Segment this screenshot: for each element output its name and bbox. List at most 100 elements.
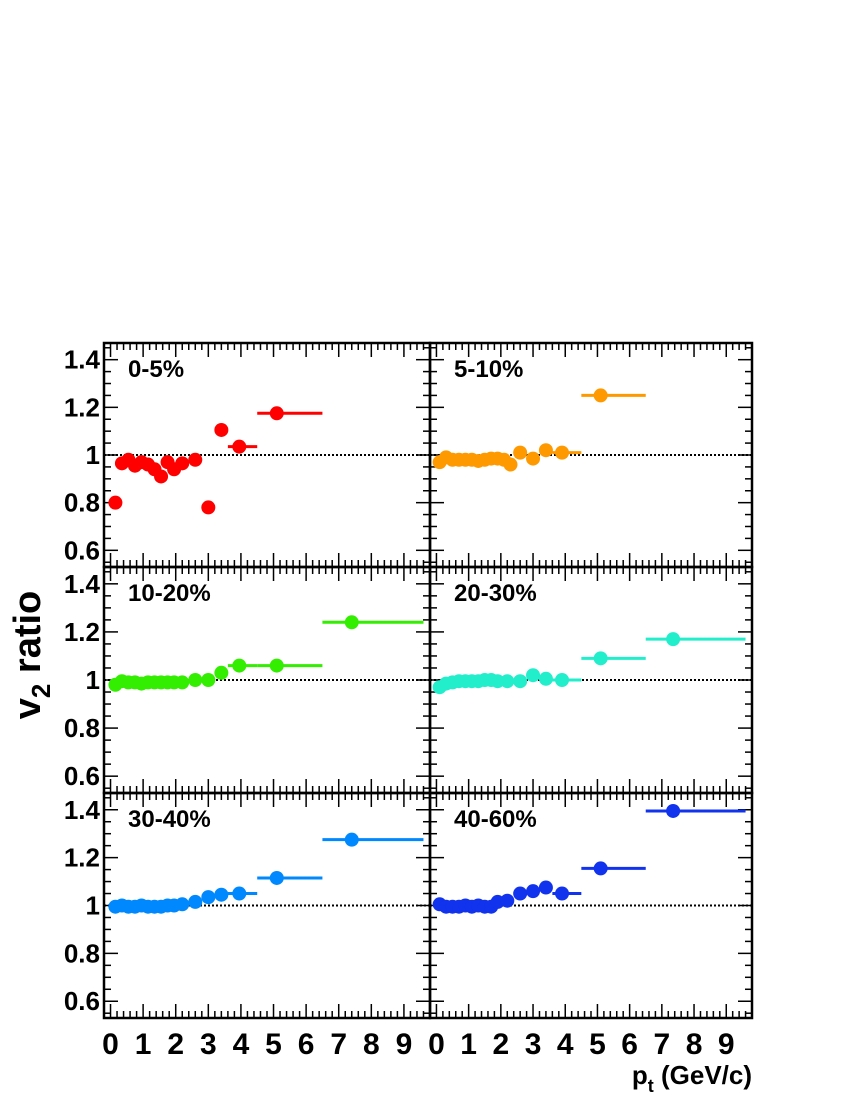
x-tick-label: 9: [718, 1028, 735, 1061]
panel-label: 10-20%: [128, 580, 211, 607]
x-tick-label: 6: [298, 1028, 315, 1061]
data-point: [269, 658, 284, 673]
data-point: [214, 887, 229, 902]
data-point: [188, 452, 203, 467]
data-point: [232, 886, 247, 901]
data-point: [188, 673, 203, 687]
panel-40-60%: 0 1 2 3 4 5 6 7 8 9 40-60%: [428, 791, 754, 1061]
x-tick-label: 3: [200, 1028, 217, 1061]
x-axis-title-sub: t: [648, 1076, 654, 1096]
data-point: [269, 870, 284, 885]
data-point: [201, 890, 216, 905]
x-tick-label: 4: [557, 1028, 574, 1061]
panel-10-20%: 0.6 0.8 1 1.2 1.4 10-20%: [64, 565, 432, 795]
data-point: [175, 675, 190, 690]
panel-label: 30-40%: [128, 806, 211, 833]
y-tick-label: 0.6: [64, 761, 100, 791]
data-point: [513, 674, 528, 689]
y-tick-label: 0.8: [64, 713, 100, 743]
data-point: [526, 884, 541, 899]
x-tick-label: 7: [330, 1028, 347, 1061]
y-axis-title-main: v: [7, 698, 49, 719]
data-point: [555, 673, 570, 687]
x-tick-label: 2: [167, 1028, 184, 1061]
data-point: [666, 632, 681, 647]
data-point: [538, 443, 553, 458]
data-point: [232, 658, 247, 673]
panel-20-30%: 20-30%: [428, 565, 754, 795]
x-tick-label: 6: [621, 1028, 638, 1061]
data-point: [513, 886, 528, 901]
data-point: [593, 861, 608, 876]
x-tick-label: 8: [686, 1028, 703, 1061]
y-axis-title-rest: ratio: [7, 591, 49, 684]
data-point: [154, 469, 169, 484]
data-point: [593, 651, 608, 666]
data-point: [538, 671, 553, 686]
y-axis-title: v2 ratio: [7, 591, 56, 720]
x-tick-label: 7: [653, 1028, 670, 1061]
panel-label: 20-30%: [454, 580, 537, 607]
data-point: [269, 406, 284, 421]
panel-5-10%: 5-10%: [428, 341, 754, 569]
data-point: [201, 500, 216, 515]
x-axis-title-main: p: [632, 1060, 648, 1090]
x-axis-title: pt (GeV/c): [632, 1060, 752, 1096]
data-point: [538, 880, 553, 895]
data-point: [666, 803, 681, 818]
data-point: [500, 674, 515, 689]
y-tick-label: 0.8: [64, 938, 100, 968]
data-point: [175, 456, 190, 471]
x-tick-label: 0: [102, 1028, 119, 1061]
data-point: [555, 886, 570, 901]
x-tick-label: 0: [428, 1028, 445, 1061]
y-tick-label: 1.4: [64, 345, 101, 375]
data-point: [214, 422, 229, 437]
y-tick-label: 1: [86, 440, 100, 470]
x-tick-label: 4: [233, 1028, 250, 1061]
y-tick-label: 0.8: [64, 488, 100, 518]
y-tick-label: 0.6: [64, 986, 100, 1016]
panel-label: 0-5%: [128, 356, 184, 383]
y-tick-label: 1.2: [64, 617, 100, 647]
y-axis-title-sub: 2: [26, 684, 56, 698]
data-point: [344, 615, 359, 630]
panel-label: 5-10%: [454, 356, 523, 383]
x-axis-title-rest: (GeV/c): [654, 1060, 752, 1090]
data-point: [188, 894, 203, 909]
panel-label: 40-60%: [454, 806, 537, 833]
x-tick-label: 8: [363, 1028, 380, 1061]
x-tick-label: 9: [396, 1028, 413, 1061]
data-point: [526, 668, 541, 683]
panel-0-5%: 0.6 0.8 1 1.2 1.4 0-5%: [64, 341, 432, 569]
data-point: [201, 673, 216, 687]
data-point: [500, 893, 515, 908]
x-tick-label: 1: [460, 1028, 477, 1061]
panels-layer: 0.6 0.8 1 1.2 1.4 0-5% 5-10% 0.6 0.8 1 1.2 1.4 10-20…: [64, 341, 754, 1061]
data-point: [503, 457, 518, 472]
x-tick-label: 5: [265, 1028, 282, 1061]
data-point: [526, 451, 541, 466]
data-point: [344, 832, 359, 847]
x-tick-label: 3: [525, 1028, 542, 1061]
panel-30-40%: 0.60.811.21.40 1 2 3 4 5 6 7 8 930-40%: [64, 791, 432, 1061]
data-point: [490, 674, 505, 689]
x-tick-label: 1: [135, 1028, 152, 1061]
y-tick-label: 1: [86, 665, 100, 695]
data-point: [513, 445, 528, 460]
data-point: [555, 445, 570, 460]
y-tick-label: 1.2: [64, 392, 100, 422]
y-tick-label: 0.6: [64, 535, 100, 565]
y-tick-label: 1.2: [64, 843, 100, 873]
data-point: [232, 439, 247, 454]
x-tick-label: 2: [492, 1028, 509, 1061]
data-point: [214, 665, 229, 680]
y-tick-label: 1.4: [64, 569, 101, 599]
data-point: [175, 897, 190, 912]
y-tick-label: 1.4: [64, 795, 101, 825]
x-tick-label: 5: [589, 1028, 606, 1061]
y-tick-label: 1: [86, 891, 100, 921]
data-point: [108, 495, 123, 510]
data-point: [593, 388, 608, 403]
